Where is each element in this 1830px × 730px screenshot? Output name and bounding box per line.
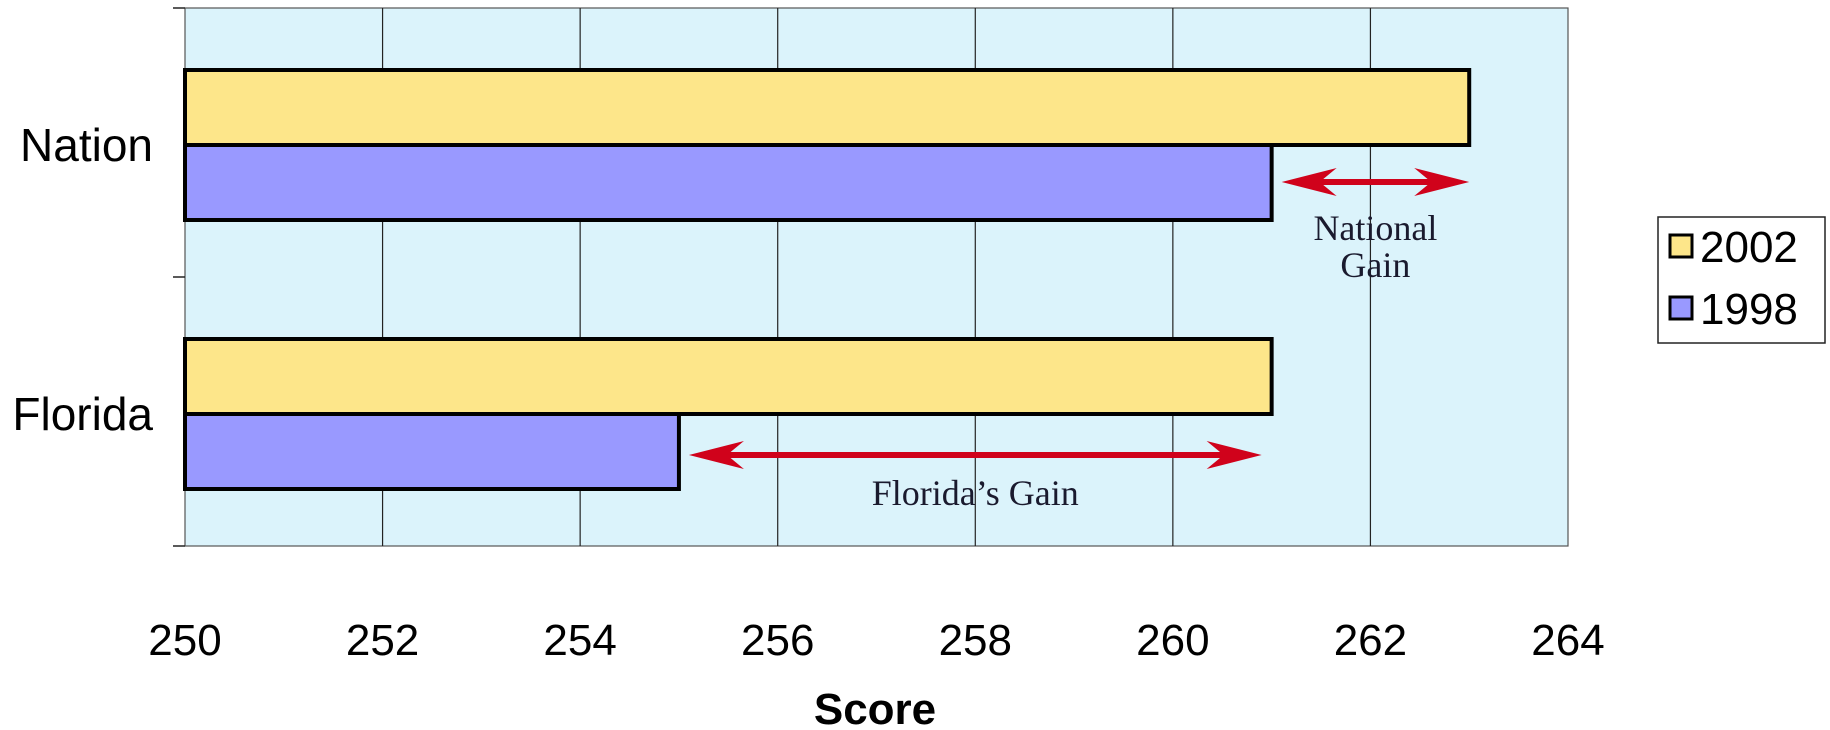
annotation-national-gain: Gain: [1340, 245, 1410, 285]
x-tick-label: 254: [543, 616, 616, 665]
gain-arrow-national: [1281, 168, 1470, 196]
legend: 2002 1998: [1657, 216, 1826, 344]
x-axis-title: Score: [814, 685, 936, 730]
bar-1998-nation: [183, 143, 1274, 222]
arrow-head-left: [688, 441, 744, 469]
arrow-head-right: [1414, 168, 1470, 196]
arrow-head-right: [1206, 441, 1262, 469]
annotation-florida-gain: Florida’s Gain: [872, 473, 1079, 513]
category-label: Florida: [12, 388, 153, 440]
legend-swatch-2002: [1668, 233, 1694, 259]
x-tick-label: 250: [148, 616, 221, 665]
x-tick-label: 260: [1136, 616, 1209, 665]
x-tick-label: 252: [346, 616, 419, 665]
bar-2002-nation: [183, 68, 1472, 147]
x-tick-label: 264: [1531, 616, 1604, 665]
x-tick-label: 256: [741, 616, 814, 665]
bar-1998-florida: [183, 412, 681, 491]
arrow-head-left: [1281, 168, 1337, 196]
x-tick-label: 262: [1334, 616, 1407, 665]
x-tick-label: 258: [939, 616, 1012, 665]
category-label: Nation: [20, 119, 153, 171]
annotation-national-gain: National: [1313, 208, 1437, 248]
bar-2002-florida: [183, 337, 1274, 416]
legend-label-1998: 1998: [1700, 285, 1798, 334]
legend-label-2002: 2002: [1700, 223, 1798, 272]
legend-swatch-1998: [1668, 295, 1694, 321]
gain-arrow-florida: [688, 441, 1262, 469]
